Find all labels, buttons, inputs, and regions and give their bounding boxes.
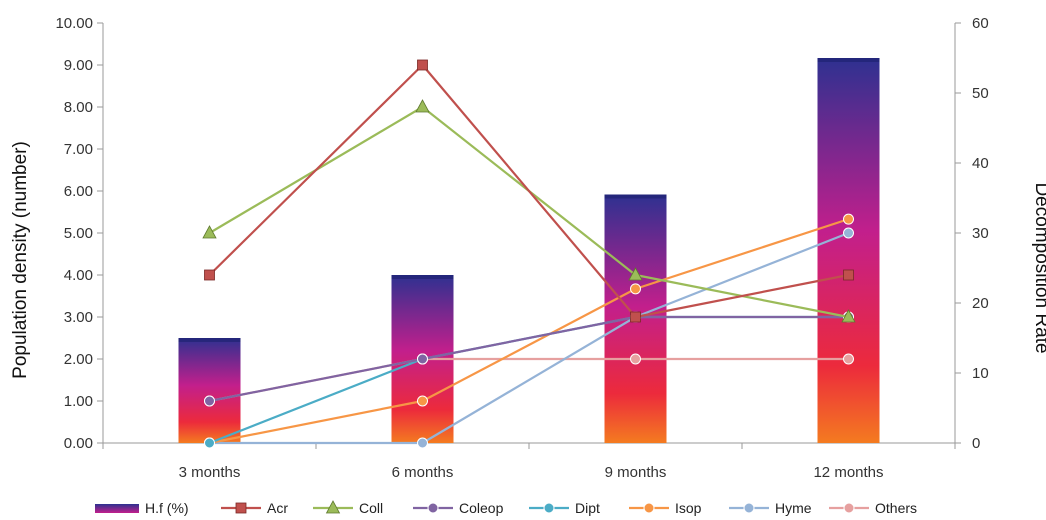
point-coll — [415, 99, 430, 113]
bar-hf-top-edge — [178, 338, 241, 342]
bar-series — [178, 58, 880, 443]
y-left-tick-label: 3.00 — [64, 309, 93, 326]
legend-marker-coleop — [427, 502, 439, 514]
x-tick-label: 3 months — [179, 464, 241, 481]
legend-label-hf: H.f (%) — [145, 500, 189, 516]
bar-hf-top-edge — [604, 194, 667, 199]
legend-label-coleop: Coleop — [459, 500, 504, 516]
y-right-tick-label: 30 — [972, 225, 989, 242]
line-acr — [208, 63, 849, 319]
x-tick-label: 9 months — [605, 464, 667, 481]
point-coll — [628, 267, 643, 281]
y-left-tick-label: 1.00 — [64, 393, 93, 410]
point-others — [843, 353, 854, 365]
point-acr — [630, 311, 641, 323]
point-others — [630, 353, 641, 365]
y-right-tick-label: 0 — [972, 435, 980, 452]
line-coleop — [209, 315, 849, 403]
x-tick-label: 12 months — [813, 464, 883, 481]
legend-marker-others — [843, 502, 855, 514]
y-left-tick-label: 6.00 — [64, 183, 93, 200]
legend-marker-isop — [643, 502, 655, 514]
legend-marker-acr — [235, 502, 247, 514]
legend-marker-coll — [325, 500, 341, 514]
legend-label-coll: Coll — [359, 500, 383, 516]
legend-label-hyme: Hyme — [775, 500, 812, 516]
y-right-tick-label: 40 — [972, 155, 989, 172]
y-right-tick-label: 10 — [972, 365, 989, 382]
legend-label-isop: Isop — [675, 500, 702, 516]
y-left-tick-label: 0.00 — [64, 435, 93, 452]
point-isop — [417, 395, 428, 407]
y-right-tick-label: 50 — [972, 85, 989, 102]
y-left-tick-label: 8.00 — [64, 99, 93, 116]
y-right-tick-label: 20 — [972, 295, 989, 312]
line-hyme — [209, 231, 849, 445]
point-acr — [204, 269, 215, 281]
point-dipt — [204, 437, 215, 449]
y-right-axis-title: Decomposition Rate — [1031, 182, 1046, 353]
legend-marker-hyme — [743, 502, 755, 514]
point-coll — [202, 225, 217, 239]
point-acr — [417, 59, 428, 71]
point-isop — [630, 283, 641, 295]
point-coll — [841, 309, 856, 323]
y-left-axis-title: Population density (number) — [10, 141, 31, 379]
point-coleop — [417, 353, 428, 365]
legend: H.f (%) Acr Coll Coleop Dipt Isop Hyme Others — [95, 500, 917, 516]
legend-swatch-hf — [95, 504, 139, 513]
y-left-tick-label: 9.00 — [64, 57, 93, 74]
legend-label-others: Others — [875, 500, 917, 516]
bar-hf-top-edge — [817, 58, 880, 62]
point-isop — [843, 213, 854, 225]
point-hyme — [417, 437, 428, 449]
y-left-tick-label: 10.00 — [55, 15, 93, 32]
x-tick-label: 6 months — [392, 464, 454, 481]
tick-labels: 0.00 1.00 2.00 3.00 4.00 5.00 6.00 7.00 8.00 9.00… — [55, 15, 988, 481]
bar-hf — [817, 58, 880, 443]
line-series — [202, 59, 856, 449]
bar-hf — [178, 338, 241, 443]
y-left-tick-label: 2.00 — [64, 351, 93, 368]
line-isop — [209, 218, 849, 445]
y-left-tick-label: 4.00 — [64, 267, 93, 284]
legend-marker-dipt — [543, 502, 555, 514]
point-hyme — [843, 227, 854, 239]
legend-label-dipt: Dipt — [575, 500, 600, 516]
legend-label-acr: Acr — [267, 500, 288, 516]
point-acr — [843, 269, 854, 281]
y-left-tick-label: 5.00 — [64, 225, 93, 242]
bar-hf-top-edge — [391, 275, 454, 279]
point-coleop — [204, 395, 215, 407]
y-left-tick-label: 7.00 — [64, 141, 93, 158]
y-right-tick-label: 60 — [972, 15, 989, 32]
line-coll — [208, 105, 849, 319]
